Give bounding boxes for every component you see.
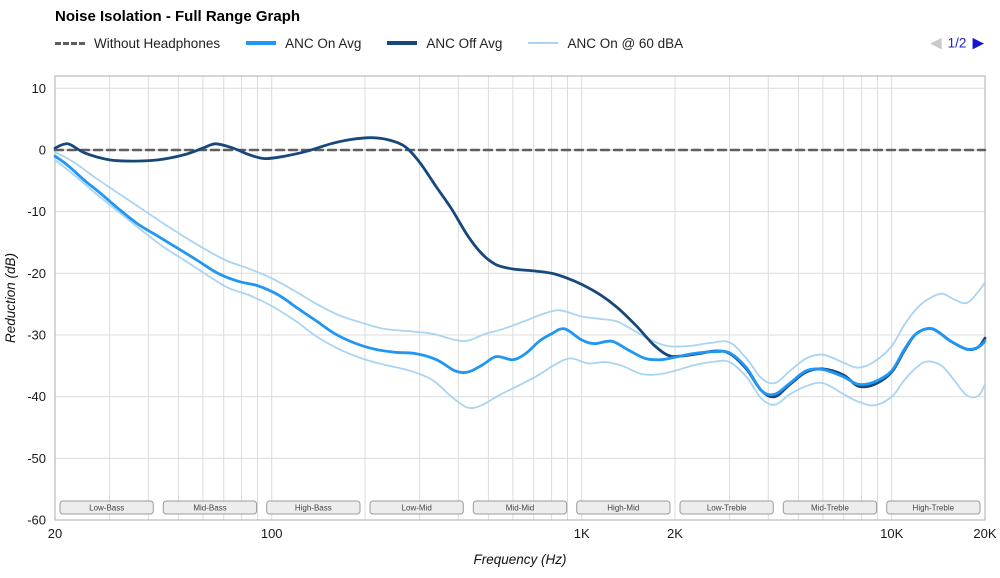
band-label: Low-Mid: [402, 504, 432, 513]
band-box: [266, 500, 361, 515]
y-tick-label: -20: [27, 266, 46, 281]
y-axis-title: Reduction (dB): [3, 253, 18, 343]
legend-label: ANC On @ 60 dBA: [567, 35, 684, 51]
pagination-label: 1/2: [947, 35, 967, 51]
series-anc-on-60dba-lower: [54, 159, 986, 410]
pagination-next-icon[interactable]: ▶: [972, 34, 984, 52]
legend-row: Without Headphones ANC On Avg ANC Off Avg A…: [0, 27, 1000, 59]
chart-header: Noise Isolation - Full Range Graph Witho…: [0, 0, 1000, 60]
y-tick-label: -10: [27, 204, 46, 219]
legend-pagination: ◀ 1/2 ▶: [930, 36, 984, 51]
band-label: Mid-Bass: [193, 504, 226, 513]
band-label: Low-Treble: [707, 504, 747, 513]
series-anc-on-60dba-upper: [54, 151, 986, 385]
x-tick-label: 20: [48, 526, 62, 541]
legend-swatch-anc-on-60dba: [528, 42, 559, 44]
x-tick-label: 1K: [574, 526, 590, 541]
x-axis-title: Frequency (Hz): [473, 552, 566, 567]
frequency-bands: Low-Bass Mid-Bass High-Bass Low-Mid Mid-Mid H…: [59, 500, 981, 515]
legend-swatch-anc-off-avg: [387, 41, 418, 45]
legend-label: Without Headphones: [94, 35, 221, 51]
band-label: Mid-Treble: [811, 504, 849, 513]
legend-label: ANC On Avg: [285, 35, 362, 51]
legend-item-anc-on-60dba[interactable]: ANC On @ 60 dBA: [528, 36, 683, 51]
legend-swatch-anc-on-avg: [246, 41, 277, 45]
band-label: High-Bass: [295, 504, 332, 513]
x-tick-label: 100: [261, 526, 283, 541]
band-label: High-Treble: [913, 504, 955, 513]
series-anc-on-avg: [53, 154, 987, 397]
band-box: [162, 500, 258, 515]
y-tick-label: 0: [39, 143, 46, 158]
legend-item-anc-on-avg[interactable]: ANC On Avg: [246, 36, 361, 51]
y-tick-label: -60: [27, 513, 46, 528]
legend: Without Headphones ANC On Avg ANC Off Avg A…: [55, 36, 683, 51]
legend-item-anc-off-avg[interactable]: ANC Off Avg: [387, 36, 502, 51]
band-label: High-Mid: [607, 504, 639, 513]
grid: [55, 76, 985, 521]
x-tick-label: 20K: [973, 526, 996, 541]
legend-item-without-headphones[interactable]: Without Headphones: [55, 36, 220, 51]
band-box: [369, 500, 464, 515]
legend-swatch-without-headphones: [55, 41, 85, 45]
band-label: Mid-Mid: [506, 504, 534, 513]
x-tick-label: 10K: [880, 526, 903, 541]
band-box: [472, 500, 568, 515]
band-box: [59, 500, 154, 515]
x-tick-label: 2K: [667, 526, 683, 541]
page-title: Noise Isolation - Full Range Graph: [55, 8, 301, 25]
y-tick-label: -50: [27, 451, 46, 466]
legend-label: ANC Off Avg: [426, 35, 503, 51]
y-tick-label: -30: [27, 328, 46, 343]
band-label: Low-Bass: [89, 504, 124, 513]
band-box: [679, 500, 774, 515]
series-anc-off-avg: [53, 136, 987, 399]
y-tick-label: 10: [32, 81, 46, 96]
pagination-prev-icon[interactable]: ◀: [930, 34, 942, 52]
band-box: [886, 500, 981, 515]
plot-border: [54, 75, 986, 521]
y-tick-label: -40: [27, 389, 46, 404]
band-box: [576, 500, 671, 515]
band-box: [782, 500, 878, 515]
noise-isolation-chart-canvas: Low-Bass Mid-Bass High-Bass Low-Mid Mid-Mid H…: [3, 75, 997, 567]
